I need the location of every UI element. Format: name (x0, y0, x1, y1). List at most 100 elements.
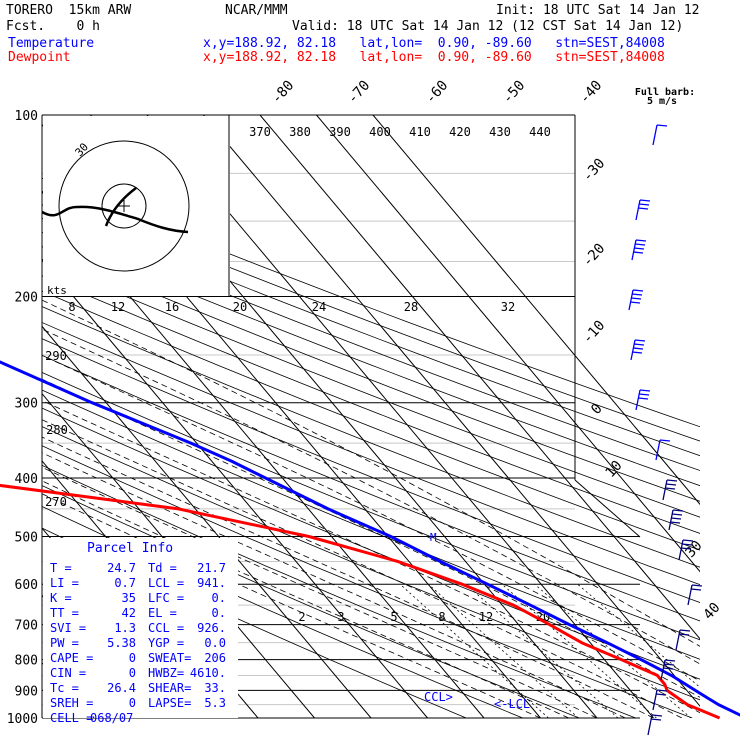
parcel-key: SHEAR= (148, 681, 191, 695)
parcel-key: SREH = (50, 696, 93, 710)
parcel-key: YGP = (148, 636, 184, 650)
parcel-key: Tc = (50, 681, 79, 695)
wind-barb (662, 479, 678, 501)
moist-adiabat (42, 328, 700, 665)
isotherm-tick-label: 30 (682, 538, 705, 561)
mixing-ratio-label: 2 (298, 610, 305, 624)
parcel-value: 33. (204, 681, 226, 695)
theta-label: 390 (329, 125, 351, 139)
dry-adiabat (42, 177, 700, 428)
dewpoint-legend: Dewpoint (8, 50, 71, 65)
theta-label: 440 (529, 125, 551, 139)
wind-barbs: Full barb:5 m/s (628, 87, 703, 736)
wind-barb (635, 389, 651, 411)
dry-adiabat (42, 290, 700, 551)
parcel-box-bg (43, 538, 238, 718)
moist-adiabat (42, 436, 654, 718)
isotherm-tick-label: 0 (588, 401, 606, 418)
parcel-key: LAPSE= (148, 696, 191, 710)
isotherm-tick-label: -40 (577, 78, 606, 108)
hodograph-trace (41, 205, 189, 234)
org-name: NCAR/MMM (225, 3, 288, 18)
pressure-tick-label: 200 (15, 291, 38, 306)
parcel-key: Td = (148, 561, 177, 575)
theta-label: 420 (449, 125, 471, 139)
parcel-key: CIN = (50, 666, 86, 680)
parcel-value: 068/07 (90, 711, 133, 725)
moist-adiabat (42, 452, 626, 718)
isotherm-tick-label: -20 (580, 241, 609, 271)
m-label: M (430, 531, 437, 544)
parcel-value: 26.4 (107, 681, 136, 695)
parcel-info-box: Parcel Info T = 24.7 Td = 21.7 LI = 0.7 LCL = 94… (43, 538, 238, 725)
wind-barb (678, 539, 694, 561)
parcel-value: 5.38 (107, 636, 136, 650)
pressure-tick-label: 500 (15, 530, 38, 545)
height-label: 8 (68, 300, 75, 314)
theta-label: 410 (409, 125, 431, 139)
dry-adiabat (42, 464, 636, 718)
moist-adiabat (42, 466, 598, 718)
parcel-key: LCL = (148, 576, 184, 590)
parcel-key: LI = (50, 576, 79, 590)
parcel-value: 1.3 (114, 621, 136, 635)
isotherm-tick-label: -10 (580, 318, 609, 348)
moist-adiabat (42, 378, 700, 698)
isotherm-line (316, 115, 700, 573)
pressure-tick-label: 1000 (7, 712, 38, 727)
adiabat-label: 270 (45, 495, 67, 509)
dry-adiabat (42, 426, 700, 701)
moist-adiabat (42, 493, 541, 718)
height-label: 32 (501, 300, 515, 314)
hodograph-kts-label: kts (47, 284, 67, 297)
dry-adiabat (42, 372, 700, 641)
ccl-label: CCL> (424, 690, 453, 704)
dry-adiabat (42, 190, 700, 442)
wind-barb (631, 239, 647, 261)
pressure-tick-label: 100 (15, 109, 38, 124)
dry-adiabat (42, 204, 700, 457)
parcel-value: 21.7 (197, 561, 226, 575)
wind-barb (647, 714, 663, 736)
pressure-tick-label: 900 (15, 684, 38, 699)
parcel-key: T = (50, 561, 72, 575)
moist-adiabat (42, 400, 700, 714)
parcel-value: 0 (129, 696, 136, 710)
moist-adiabat (42, 355, 700, 682)
theta-label: 400 (369, 125, 391, 139)
parcel-key: LFC = (148, 591, 184, 605)
moist-adiabat (42, 419, 682, 718)
wind-header: Full barb: (635, 87, 695, 98)
wind-barb (630, 339, 646, 361)
parcel-value: 24.7 (107, 561, 136, 575)
parcel-title: Parcel Info (87, 541, 173, 556)
height-label: 16 (165, 300, 179, 314)
frame-edge (574, 479, 641, 538)
wind-barb (652, 689, 668, 711)
parcel-value: 4610. (190, 666, 226, 680)
dry-adiabat (42, 389, 700, 660)
wind-header: 5 m/s (647, 96, 677, 107)
isotherm-tick-label: -60 (423, 78, 452, 108)
parcel-value: 0.0 (204, 636, 226, 650)
init-time: Init: 18 UTC Sat 14 Jan 12 (496, 3, 700, 18)
hodograph-ring-outer (58, 140, 190, 272)
temperature-line (0, 360, 740, 717)
height-label: 12 (111, 300, 125, 314)
wind-barb (652, 124, 668, 146)
parcel-value: 0 (129, 651, 136, 665)
parcel-value: 0. (212, 606, 226, 620)
isotherm-tick-label: -50 (500, 78, 529, 108)
pressure-tick-label: 300 (15, 397, 38, 412)
dry-adiabat (42, 306, 700, 568)
hodograph-ring-inner (101, 183, 147, 229)
parcel-key: CELL = (50, 711, 93, 725)
isotherm-tick-label: -30 (580, 156, 609, 186)
parcel-value: 926. (197, 621, 226, 635)
dewpoint-location: x,y=188.92, 82.18 lat,lon= 0.90, -89.60 … (203, 50, 665, 65)
parcel-value: 35 (122, 591, 136, 605)
parcel-key: HWBZ= (148, 666, 184, 680)
pressure-tick-label: 700 (15, 619, 38, 634)
